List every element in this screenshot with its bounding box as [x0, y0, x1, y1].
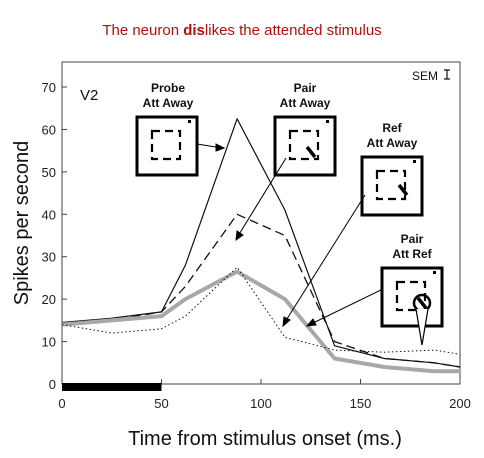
- x-tick-label: 200: [449, 396, 471, 411]
- sem-legend: SEM: [412, 69, 450, 83]
- ref-att-away-icon: [360, 155, 424, 217]
- annotation-pair-ref-line2: Att Ref: [392, 247, 432, 261]
- annotation-ref-line2: Att Away: [367, 136, 418, 150]
- y-tick-label: 70: [42, 80, 56, 95]
- series-line-dotted: [61, 266, 461, 355]
- x-axis-label: Time from stimulus onset (ms.): [128, 428, 402, 450]
- annotation-pair-ref-line1: Pair: [401, 232, 424, 246]
- y-tick-label: 10: [42, 335, 56, 350]
- annotation-arrows: [196, 143, 384, 328]
- annotation-pair-away-line2: Att Away: [280, 96, 331, 110]
- series-line-solid-thick-gray: [61, 269, 460, 374]
- x-tick-label: 100: [250, 396, 272, 411]
- y-tick-label: 20: [42, 292, 56, 307]
- plot-frame: [61, 61, 461, 385]
- figure-title: The neuron dislikes the attended stimulu…: [0, 22, 484, 39]
- sem-error-bar-icon: [444, 69, 450, 80]
- series-line-dashed: [61, 213, 461, 368]
- y-tick-label: 50: [42, 165, 56, 180]
- annotation-probe-line1: Probe: [151, 81, 185, 95]
- sem-label: SEM: [412, 69, 438, 83]
- title-before: The neuron: [102, 22, 184, 39]
- x-tick-label: 0: [58, 396, 65, 411]
- y-tick-label: 30: [42, 250, 56, 265]
- probe-att-away-icon: [135, 115, 199, 177]
- annotation-ref-line1: Ref: [382, 121, 402, 135]
- series-line-solid-thin: [61, 118, 461, 368]
- stimulus-bar: [62, 383, 162, 391]
- title-bold: dis: [183, 22, 205, 39]
- y-axis-label: Spikes per second: [11, 141, 33, 306]
- panel-label: V2: [80, 87, 98, 104]
- y-tick-label: 60: [42, 122, 56, 137]
- annotation-pair-away-line1: Pair: [294, 81, 317, 95]
- x-tick-label: 150: [350, 396, 372, 411]
- annotation-probe-line2: Att Away: [143, 96, 194, 110]
- pair-att-away-icon: [273, 115, 337, 177]
- y-tick-label: 40: [42, 207, 56, 222]
- x-tick-label: 50: [154, 396, 168, 411]
- title-after: likes the attended stimulus: [204, 22, 382, 39]
- y-tick-label: 0: [49, 377, 56, 392]
- pair-att-ref-icon: [380, 266, 444, 346]
